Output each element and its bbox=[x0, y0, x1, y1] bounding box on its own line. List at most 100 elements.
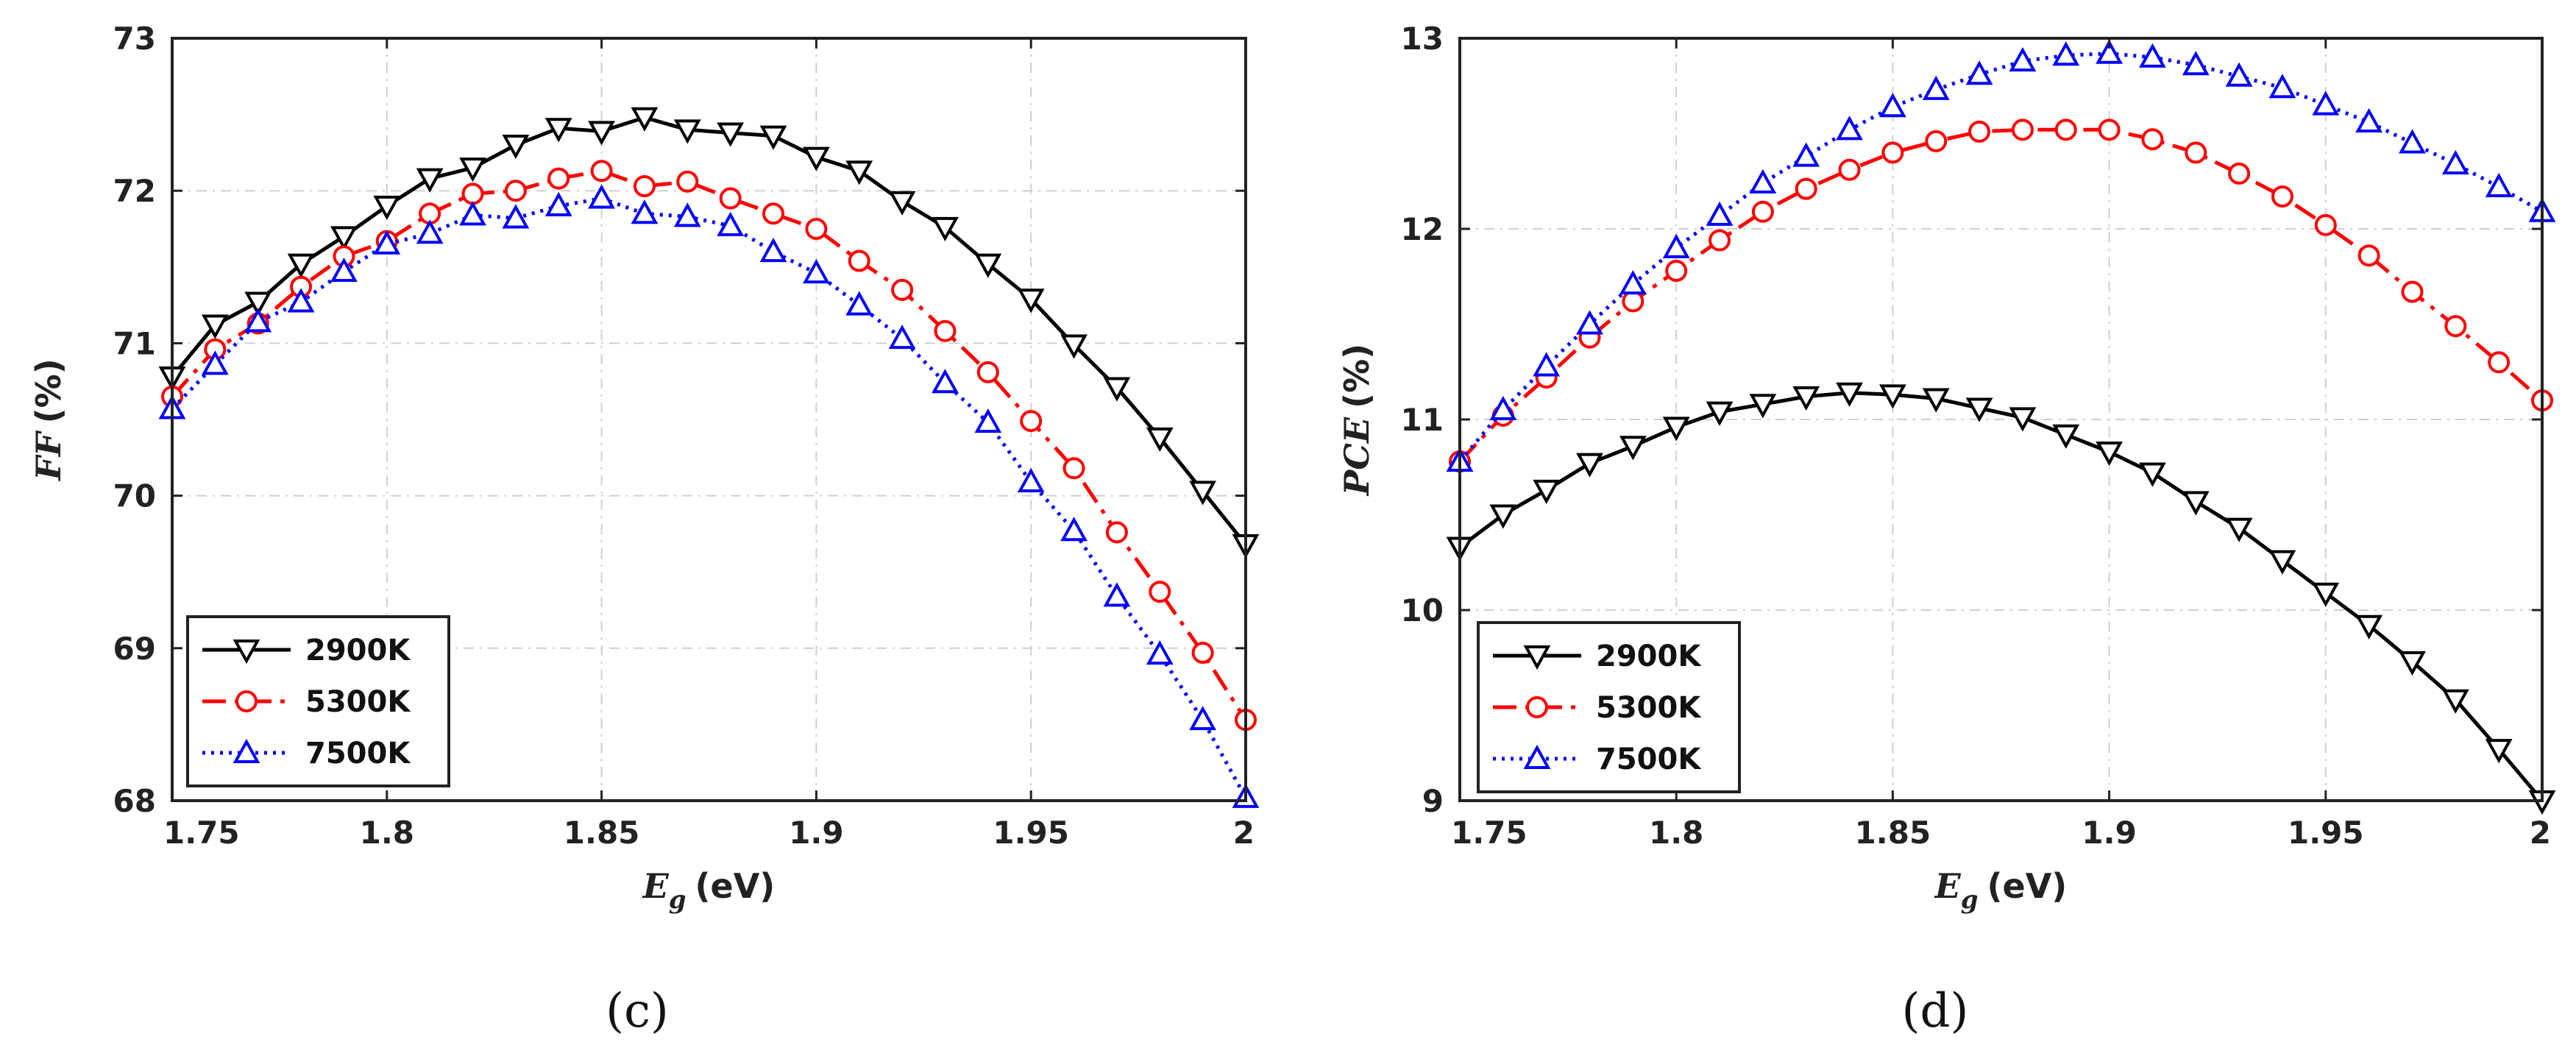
data-point bbox=[1619, 436, 1647, 461]
data-point bbox=[717, 211, 745, 236]
data-point bbox=[2139, 462, 2166, 487]
y-tick-label: 10 bbox=[1401, 592, 1444, 628]
data-point bbox=[717, 122, 745, 147]
data-point bbox=[1706, 401, 1734, 426]
data-point bbox=[1020, 410, 1043, 433]
data-point bbox=[1619, 269, 1647, 295]
data-point bbox=[1749, 394, 1777, 419]
data-point bbox=[2228, 162, 2251, 185]
panel-caption: (c) bbox=[606, 984, 669, 1038]
y-tick-label: 70 bbox=[113, 478, 156, 514]
data-point bbox=[1489, 504, 1517, 529]
data-point bbox=[1060, 334, 1087, 359]
data-point bbox=[2355, 614, 2383, 640]
data-point bbox=[2357, 244, 2380, 267]
data-point bbox=[1922, 388, 1950, 413]
x-tick-label: 1.75 bbox=[163, 815, 240, 851]
data-point bbox=[2185, 141, 2207, 164]
y-axis-label: FF(%) bbox=[29, 358, 68, 481]
data-point bbox=[976, 361, 999, 383]
y-tick-label: 12 bbox=[1401, 211, 1444, 247]
data-point bbox=[459, 157, 486, 183]
data-point bbox=[891, 278, 914, 301]
data-point bbox=[1533, 479, 1561, 504]
data-point bbox=[1105, 521, 1128, 544]
data-point bbox=[1922, 75, 1950, 100]
data-point bbox=[2182, 51, 2210, 76]
data-point bbox=[1103, 377, 1131, 402]
data-point bbox=[1189, 481, 1217, 506]
data-point bbox=[590, 160, 613, 183]
legend-marker bbox=[235, 690, 258, 712]
legend-marker bbox=[233, 640, 260, 665]
data-point bbox=[416, 219, 444, 244]
data-point bbox=[1489, 395, 1517, 421]
data-point bbox=[2268, 74, 2296, 99]
data-point bbox=[1751, 200, 1774, 223]
data-point bbox=[2355, 107, 2383, 132]
data-point bbox=[2225, 62, 2253, 87]
data-point bbox=[2441, 149, 2469, 174]
data-point bbox=[888, 191, 916, 216]
y-tick-label: 13 bbox=[1401, 21, 1444, 57]
data-point bbox=[201, 314, 229, 339]
data-point bbox=[1706, 201, 1734, 226]
series-line bbox=[171, 196, 1248, 799]
series-7500K bbox=[158, 184, 1260, 808]
data-point bbox=[888, 325, 916, 350]
data-point bbox=[544, 191, 572, 216]
data-point bbox=[502, 204, 530, 229]
data-point bbox=[974, 253, 1002, 278]
data-point bbox=[2009, 46, 2037, 72]
data-point bbox=[848, 249, 870, 272]
data-point bbox=[633, 174, 656, 197]
y-tick-label: 11 bbox=[1401, 402, 1444, 438]
y-tick-label: 69 bbox=[113, 631, 156, 667]
legend-marker bbox=[1526, 696, 1548, 718]
data-point bbox=[805, 218, 828, 240]
data-point bbox=[2444, 315, 2467, 338]
data-point bbox=[287, 253, 315, 278]
data-point bbox=[2052, 41, 2080, 66]
data-point bbox=[1576, 310, 1603, 335]
data-point bbox=[2399, 651, 2426, 676]
data-point bbox=[2098, 118, 2121, 141]
data-point bbox=[803, 146, 830, 171]
legend: 2900K 5300K 7500K bbox=[1477, 621, 1741, 793]
data-point bbox=[244, 291, 272, 316]
data-point bbox=[504, 180, 527, 202]
data-point bbox=[1879, 93, 1906, 118]
y-tick-label: 71 bbox=[113, 325, 156, 361]
data-point bbox=[1968, 120, 1991, 143]
legend-label-2900K: 2900K bbox=[305, 634, 411, 667]
series-2900K bbox=[158, 107, 1260, 559]
data-point bbox=[1879, 384, 1906, 409]
legend-marker bbox=[1523, 645, 1551, 670]
data-point bbox=[1881, 141, 1904, 164]
data-point bbox=[1749, 169, 1777, 194]
x-tick-label: 1.8 bbox=[360, 815, 414, 851]
data-point bbox=[1189, 706, 1217, 731]
data-point bbox=[803, 258, 830, 284]
data-point bbox=[2441, 689, 2469, 714]
data-point bbox=[330, 257, 358, 283]
data-point bbox=[2312, 91, 2340, 116]
data-point bbox=[1622, 290, 1644, 313]
data-point bbox=[2096, 442, 2123, 467]
data-point bbox=[762, 202, 785, 225]
data-point bbox=[1838, 158, 1861, 181]
data-point bbox=[373, 230, 401, 255]
data-point bbox=[2225, 517, 2253, 542]
plot-frame bbox=[171, 37, 1247, 802]
data-point bbox=[588, 121, 615, 146]
data-point bbox=[673, 202, 701, 227]
data-point bbox=[201, 350, 229, 375]
data-point bbox=[1017, 288, 1045, 314]
data-point bbox=[2271, 185, 2293, 208]
data-point bbox=[1576, 453, 1603, 478]
x-tick-label: 1.85 bbox=[564, 815, 640, 851]
data-point bbox=[287, 288, 315, 313]
x-tick-label: 1.85 bbox=[1855, 815, 1931, 851]
data-point bbox=[2268, 550, 2296, 575]
